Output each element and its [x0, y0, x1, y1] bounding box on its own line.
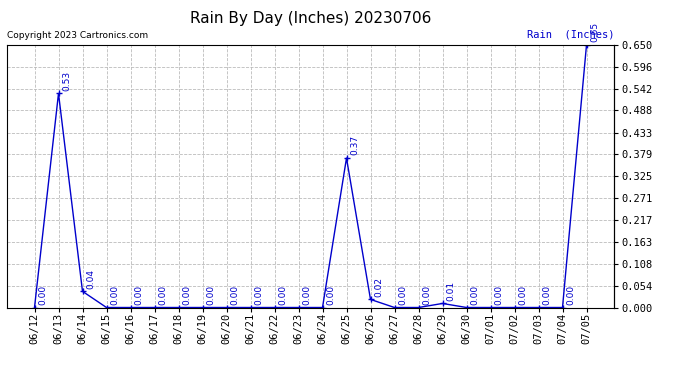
- Text: Rain By Day (Inches) 20230706: Rain By Day (Inches) 20230706: [190, 11, 431, 26]
- Text: 0.00: 0.00: [326, 285, 335, 305]
- Text: 0.01: 0.01: [446, 280, 455, 301]
- Text: Rain  (Inches): Rain (Inches): [526, 30, 614, 40]
- Text: 0.00: 0.00: [519, 285, 528, 305]
- Text: 0.00: 0.00: [471, 285, 480, 305]
- Text: 0.00: 0.00: [159, 285, 168, 305]
- Text: 0.00: 0.00: [110, 285, 119, 305]
- Text: 0.00: 0.00: [566, 285, 575, 305]
- Text: 0.00: 0.00: [423, 285, 432, 305]
- Text: 0.00: 0.00: [255, 285, 264, 305]
- Text: 0.04: 0.04: [87, 268, 96, 289]
- Text: 0.00: 0.00: [135, 285, 144, 305]
- Text: 0.00: 0.00: [542, 285, 552, 305]
- Text: 0.00: 0.00: [207, 285, 216, 305]
- Text: 0.53: 0.53: [63, 70, 72, 91]
- Text: 0.00: 0.00: [279, 285, 288, 305]
- Text: 0.00: 0.00: [399, 285, 408, 305]
- Text: 0.37: 0.37: [351, 135, 359, 155]
- Text: 0.00: 0.00: [303, 285, 312, 305]
- Text: 0.65: 0.65: [591, 22, 600, 42]
- Text: 0.02: 0.02: [375, 277, 384, 297]
- Text: 0.00: 0.00: [183, 285, 192, 305]
- Text: 0.00: 0.00: [230, 285, 239, 305]
- Text: 0.00: 0.00: [39, 285, 48, 305]
- Text: 0.00: 0.00: [495, 285, 504, 305]
- Text: Copyright 2023 Cartronics.com: Copyright 2023 Cartronics.com: [7, 31, 148, 40]
